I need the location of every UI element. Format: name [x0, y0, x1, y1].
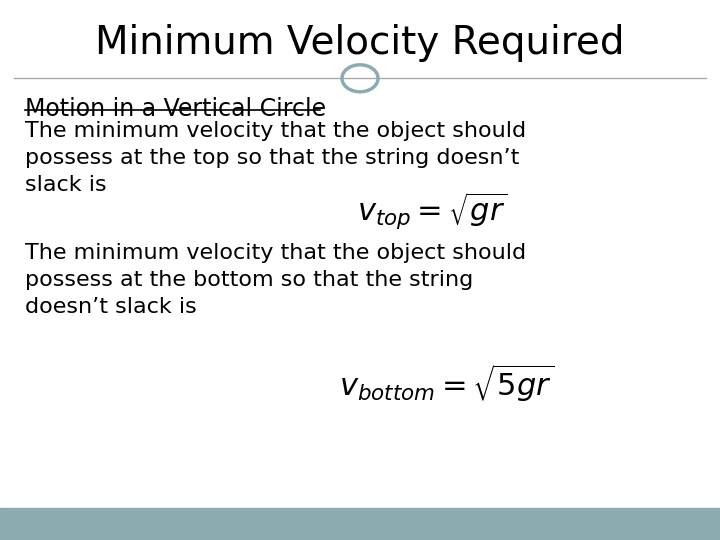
- Bar: [0, 508, 720, 540]
- Text: Motion in a Vertical Circle: Motion in a Vertical Circle: [25, 97, 326, 121]
- Text: $v_{bottom} = \sqrt{5gr}$: $v_{bottom} = \sqrt{5gr}$: [339, 362, 554, 404]
- Text: The minimum velocity that the object should
possess at the bottom so that the st: The minimum velocity that the object sho…: [25, 243, 526, 318]
- Text: The minimum velocity that the object should
possess at the top so that the strin: The minimum velocity that the object sho…: [25, 121, 526, 195]
- Text: $v_{top} = \sqrt{gr}$: $v_{top} = \sqrt{gr}$: [356, 190, 508, 232]
- Text: Minimum Velocity Required: Minimum Velocity Required: [95, 24, 625, 62]
